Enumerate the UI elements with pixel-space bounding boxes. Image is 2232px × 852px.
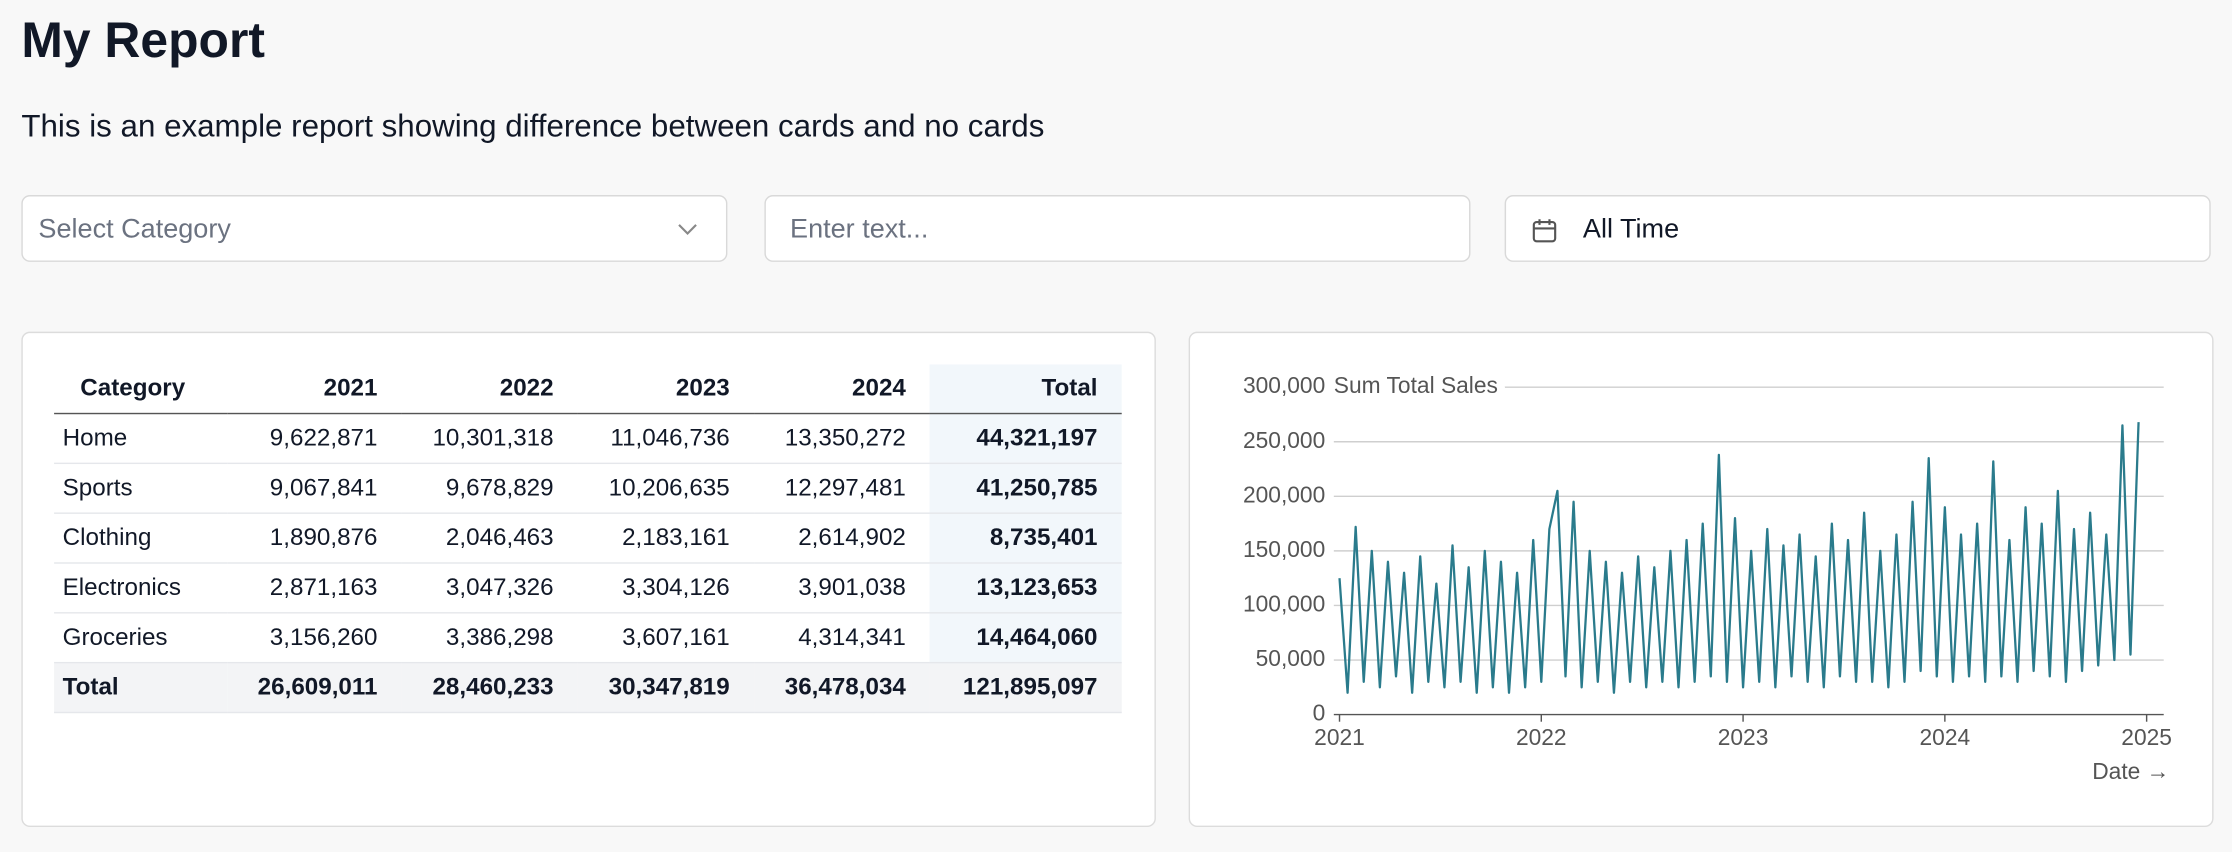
total-row: Total 26,609,011 28,460,233 30,347,819 36,47… <box>54 661 1122 714</box>
table-cell: Clothing <box>54 513 228 564</box>
column-header: 2022 <box>401 364 578 415</box>
table-cell: 41,250,785 <box>930 463 1122 514</box>
table-cell: 2,614,902 <box>753 513 931 564</box>
x-tick-label: 2022 <box>1516 724 1567 750</box>
column-header: Category <box>54 364 228 415</box>
y-tick-label: 100,000 <box>1243 590 1325 616</box>
table-cell: 2,871,163 <box>227 562 402 614</box>
table-cell: Electronics <box>54 562 228 614</box>
table-cell: 1,890,876 <box>227 513 402 564</box>
total-cell: 121,895,097 <box>930 661 1122 714</box>
table-cell: 9,622,871 <box>227 413 402 465</box>
total-cell: 36,478,034 <box>753 661 931 714</box>
table-cell: 14,464,060 <box>930 612 1122 664</box>
chart-title: Sum Total Sales <box>1334 372 1498 398</box>
table-row: Groceries 3,156,260 3,386,298 3,607,161 4,31… <box>54 612 1122 664</box>
total-cell: Total <box>54 661 228 714</box>
table-cell: 12,297,481 <box>753 463 931 514</box>
chart-card: 0 50,000 100,000 150,000 200,000 250,000 300,0… <box>1188 331 2214 828</box>
total-cell: 28,460,233 <box>401 661 578 714</box>
sales-table: Category 2021 2022 2023 2024 Total Home 9,622,8… <box>54 364 1122 714</box>
y-tick-label: 50,000 <box>1256 645 1326 671</box>
chart: 0 50,000 100,000 150,000 200,000 250,000 300,0… <box>1243 365 2172 784</box>
report-subtitle: This is an example report showing differ… <box>21 108 1045 144</box>
table-cell: 10,301,318 <box>401 413 578 465</box>
table-cell: 10,206,635 <box>577 463 754 514</box>
select-placeholder: Select Category <box>38 214 231 245</box>
table-cell: 44,321,197 <box>930 413 1122 465</box>
table-cell: 9,067,841 <box>227 463 402 514</box>
total-cell: 30,347,819 <box>577 661 754 714</box>
table-cell: 3,047,326 <box>401 562 578 614</box>
input-placeholder: Enter text... <box>790 214 929 245</box>
table-row: Electronics 2,871,163 3,047,326 3,304,126 3,… <box>54 562 1122 614</box>
column-header: 2023 <box>577 364 754 415</box>
table-cell: 3,304,126 <box>577 562 754 614</box>
date-range-picker[interactable]: All Time <box>1504 195 2211 262</box>
y-tick-label: 300,000 <box>1243 372 1325 398</box>
column-header: 2024 <box>753 364 931 415</box>
x-tick-label: 2025 <box>2121 724 2172 750</box>
table-cell: 3,156,260 <box>227 612 402 664</box>
table-cell: 11,046,736 <box>577 413 754 465</box>
table-cell: 4,314,341 <box>753 612 931 664</box>
x-tick-label: 2024 <box>1920 724 1971 750</box>
table-row: Clothing 1,890,876 2,046,463 2,183,161 2,614… <box>54 513 1122 564</box>
text-input[interactable]: Enter text... <box>764 195 1471 262</box>
x-tick-label: 2021 <box>1314 724 1365 750</box>
table-cell: Groceries <box>54 612 228 664</box>
header-row: Category 2021 2022 2023 2024 Total <box>54 364 1122 415</box>
date-range-label: All Time <box>1582 214 1680 245</box>
column-header: Total <box>930 364 1122 415</box>
table-cell: 3,901,038 <box>753 562 931 614</box>
x-axis-label: Date → <box>2092 758 2169 784</box>
total-cell: 26,609,011 <box>227 661 402 714</box>
table-row: Sports 9,067,841 9,678,829 10,206,635 12,297… <box>54 463 1122 514</box>
chevron-icon <box>678 224 697 235</box>
x-tick-label: 2023 <box>1718 724 1769 750</box>
table-cell: Sports <box>54 463 228 514</box>
column-header: 2021 <box>227 364 402 415</box>
table-cell: 13,123,653 <box>930 562 1122 614</box>
table-cell: 13,350,272 <box>753 413 931 465</box>
table-cell: 2,183,161 <box>577 513 754 564</box>
y-tick-label: 200,000 <box>1243 481 1325 507</box>
report-title: My Report <box>21 12 265 69</box>
calendar-icon <box>1532 219 1557 243</box>
y-tick-label: 150,000 <box>1243 536 1325 562</box>
table-cell: 3,607,161 <box>577 612 754 664</box>
category-select[interactable]: Select Category <box>21 195 728 262</box>
table-cell: Home <box>54 413 228 465</box>
table-card: Category 2021 2022 2023 2024 Total Home 9,622,8… <box>21 331 1156 828</box>
y-tick-label: 250,000 <box>1243 427 1325 453</box>
sales-line <box>1338 422 2140 694</box>
table-cell: 9,678,829 <box>401 463 578 514</box>
table-cell: 8,735,401 <box>930 513 1122 564</box>
table-cell: 3,386,298 <box>401 612 578 664</box>
table-row: Home 9,622,871 10,301,318 11,046,736 13,350,… <box>54 413 1122 465</box>
table-cell: 2,046,463 <box>401 513 578 564</box>
y-tick-label: 0 <box>1313 700 1326 726</box>
